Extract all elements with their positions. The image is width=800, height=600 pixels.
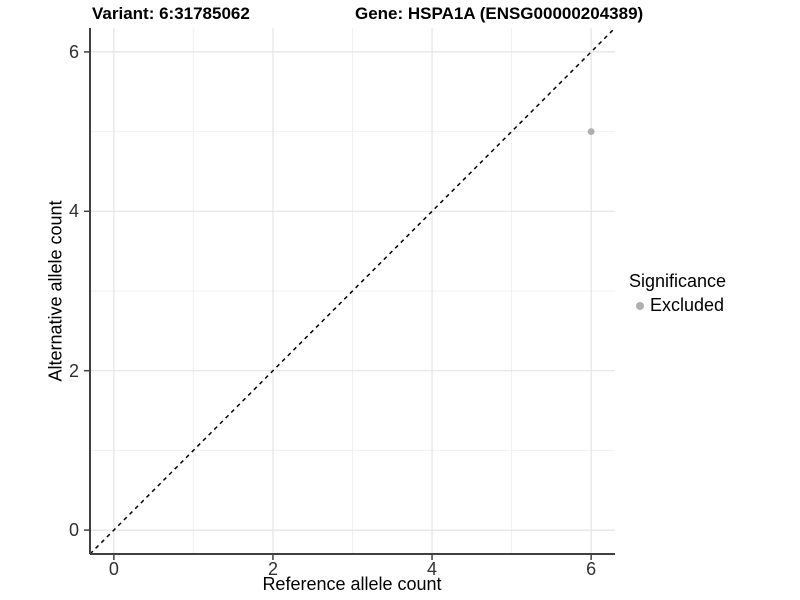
x-tick-label: 6 <box>586 559 597 579</box>
x-axis-title: Reference allele count <box>262 574 442 594</box>
legend-item-label: Excluded <box>650 295 725 315</box>
y-axis-title: Alternative allele count <box>45 200 66 382</box>
variant-title: Variant: 6:31785062 <box>92 4 250 23</box>
y-tick-label: 4 <box>68 201 79 222</box>
gene-title: Gene: HSPA1A (ENSG00000204389) <box>355 4 644 23</box>
legend: Significance Excluded <box>629 271 726 316</box>
y-tick-label: 2 <box>68 360 79 381</box>
excluded-point-icon <box>636 301 644 310</box>
legend-item-excluded: Excluded <box>629 295 726 316</box>
x-tick-label: 2 <box>267 559 278 579</box>
x-tick-label: 4 <box>427 559 438 579</box>
y-tick-label: 0 <box>68 520 79 541</box>
x-tick-label: 0 <box>108 559 119 579</box>
legend-title: Significance <box>629 271 727 291</box>
data-point <box>587 128 595 136</box>
y-tick-label: 6 <box>68 41 79 62</box>
identity-dashed-line <box>89 27 616 555</box>
